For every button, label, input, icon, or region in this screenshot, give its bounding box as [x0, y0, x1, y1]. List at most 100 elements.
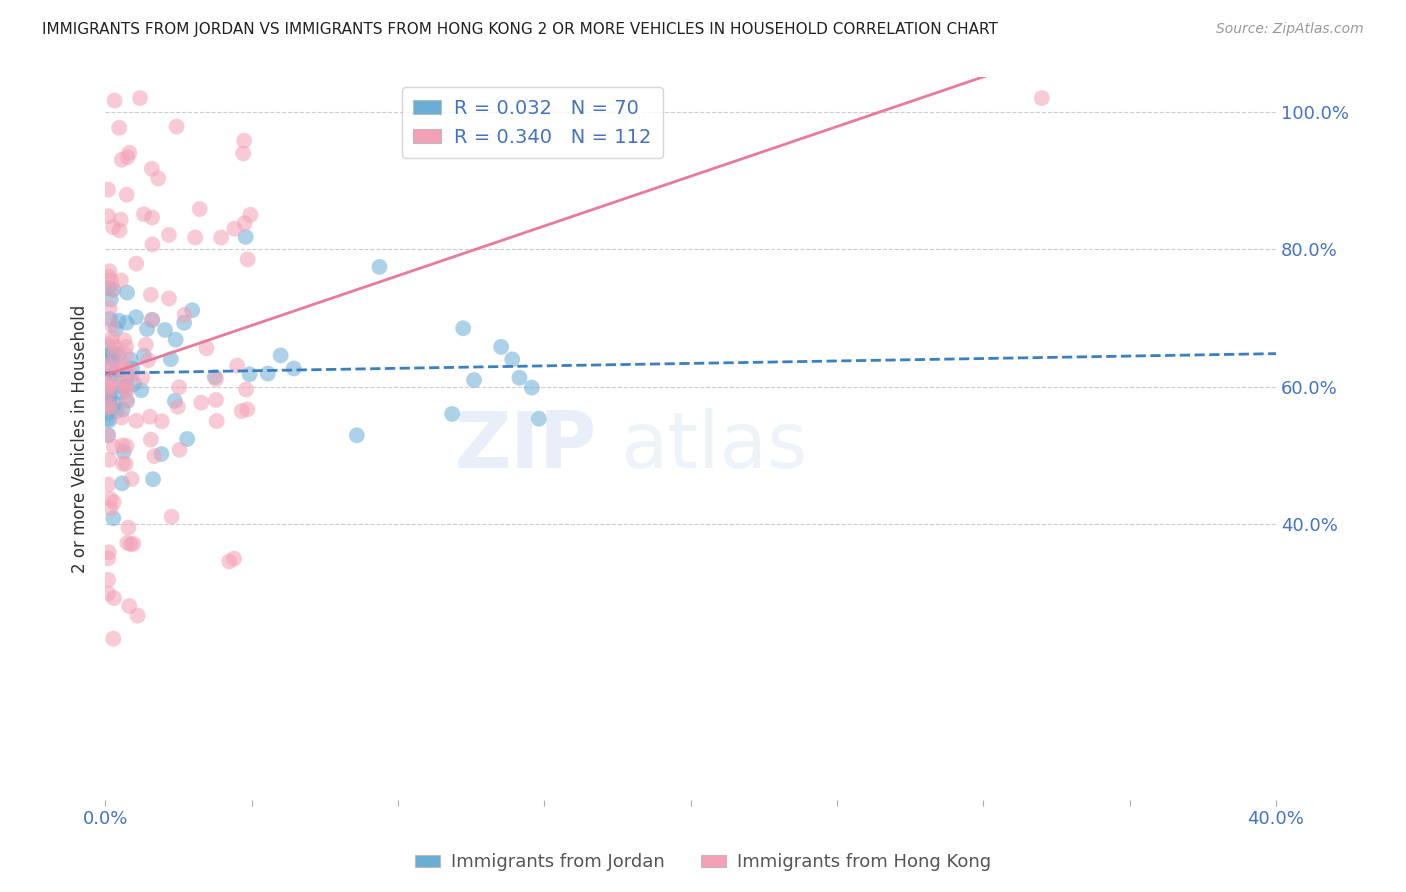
- Point: [114, 363, 136, 377]
- Point: [114, 457, 136, 471]
- Point: [205, 414, 228, 428]
- Point: [125, 414, 148, 428]
- Point: [110, 212, 132, 227]
- Point: [97, 347, 120, 361]
- Point: [98, 371, 121, 385]
- Point: [107, 314, 129, 328]
- Point: [163, 393, 186, 408]
- Point: [166, 400, 188, 414]
- Legend: R = 0.032   N = 70, R = 0.340   N = 112: R = 0.032 N = 70, R = 0.340 N = 112: [402, 87, 664, 158]
- Point: [120, 537, 142, 551]
- Point: [108, 120, 131, 135]
- Point: [132, 349, 155, 363]
- Y-axis label: 2 or more Vehicles in Household: 2 or more Vehicles in Household: [72, 304, 89, 573]
- Point: [114, 347, 136, 361]
- Point: [141, 313, 163, 327]
- Point: [153, 323, 176, 337]
- Point: [224, 221, 246, 235]
- Point: [111, 380, 134, 394]
- Point: [520, 381, 543, 395]
- Point: [176, 432, 198, 446]
- Point: [97, 385, 120, 400]
- Point: [127, 608, 149, 623]
- Point: [231, 404, 253, 418]
- Point: [108, 362, 131, 376]
- Point: [160, 509, 183, 524]
- Point: [104, 94, 127, 108]
- Point: [236, 402, 259, 417]
- Point: [239, 208, 262, 222]
- Point: [111, 438, 134, 452]
- Point: [188, 202, 211, 216]
- Point: [97, 551, 120, 566]
- Point: [100, 273, 122, 287]
- Point: [235, 230, 257, 244]
- Point: [100, 335, 122, 350]
- Point: [143, 449, 166, 463]
- Point: [98, 384, 121, 399]
- Point: [150, 414, 173, 428]
- Point: [115, 394, 138, 409]
- Point: [100, 491, 122, 506]
- Point: [115, 340, 138, 354]
- Point: [122, 537, 145, 551]
- Point: [139, 433, 162, 447]
- Point: [97, 411, 120, 425]
- Point: [118, 145, 141, 160]
- Point: [97, 428, 120, 442]
- Point: [112, 359, 135, 373]
- Point: [111, 402, 134, 417]
- Point: [100, 318, 122, 332]
- Point: [97, 269, 120, 284]
- Text: ZIP: ZIP: [454, 408, 598, 483]
- Point: [120, 352, 142, 367]
- Point: [205, 372, 228, 386]
- Point: [117, 521, 139, 535]
- Point: [100, 399, 122, 413]
- Point: [508, 371, 530, 385]
- Point: [270, 348, 292, 362]
- Point: [1031, 91, 1053, 105]
- Point: [97, 183, 120, 197]
- Point: [129, 383, 152, 397]
- Text: atlas: atlas: [620, 408, 808, 483]
- Point: [97, 428, 120, 442]
- Point: [463, 373, 485, 387]
- Point: [173, 308, 195, 322]
- Point: [98, 390, 121, 404]
- Point: [136, 353, 159, 368]
- Point: [103, 396, 125, 410]
- Point: [98, 312, 121, 326]
- Point: [97, 573, 120, 587]
- Point: [115, 285, 138, 300]
- Point: [181, 303, 204, 318]
- Point: [110, 410, 132, 425]
- Point: [121, 361, 143, 376]
- Text: IMMIGRANTS FROM JORDAN VS IMMIGRANTS FROM HONG KONG 2 OR MORE VEHICLES IN HOUSEH: IMMIGRANTS FROM JORDAN VS IMMIGRANTS FRO…: [42, 22, 998, 37]
- Point: [97, 349, 120, 363]
- Point: [218, 554, 240, 568]
- Point: [101, 351, 124, 365]
- Point: [110, 385, 132, 400]
- Point: [100, 362, 122, 376]
- Point: [97, 587, 120, 601]
- Point: [441, 407, 464, 421]
- Point: [148, 171, 170, 186]
- Point: [129, 91, 152, 105]
- Point: [97, 389, 120, 403]
- Point: [112, 445, 135, 459]
- Point: [226, 359, 249, 373]
- Point: [125, 256, 148, 270]
- Point: [97, 209, 120, 223]
- Point: [142, 472, 165, 486]
- Point: [195, 341, 218, 355]
- Point: [107, 347, 129, 361]
- Point: [115, 381, 138, 395]
- Point: [110, 273, 132, 287]
- Point: [451, 321, 474, 335]
- Point: [139, 287, 162, 301]
- Point: [141, 211, 163, 225]
- Point: [98, 453, 121, 467]
- Point: [256, 367, 278, 381]
- Point: [97, 545, 120, 559]
